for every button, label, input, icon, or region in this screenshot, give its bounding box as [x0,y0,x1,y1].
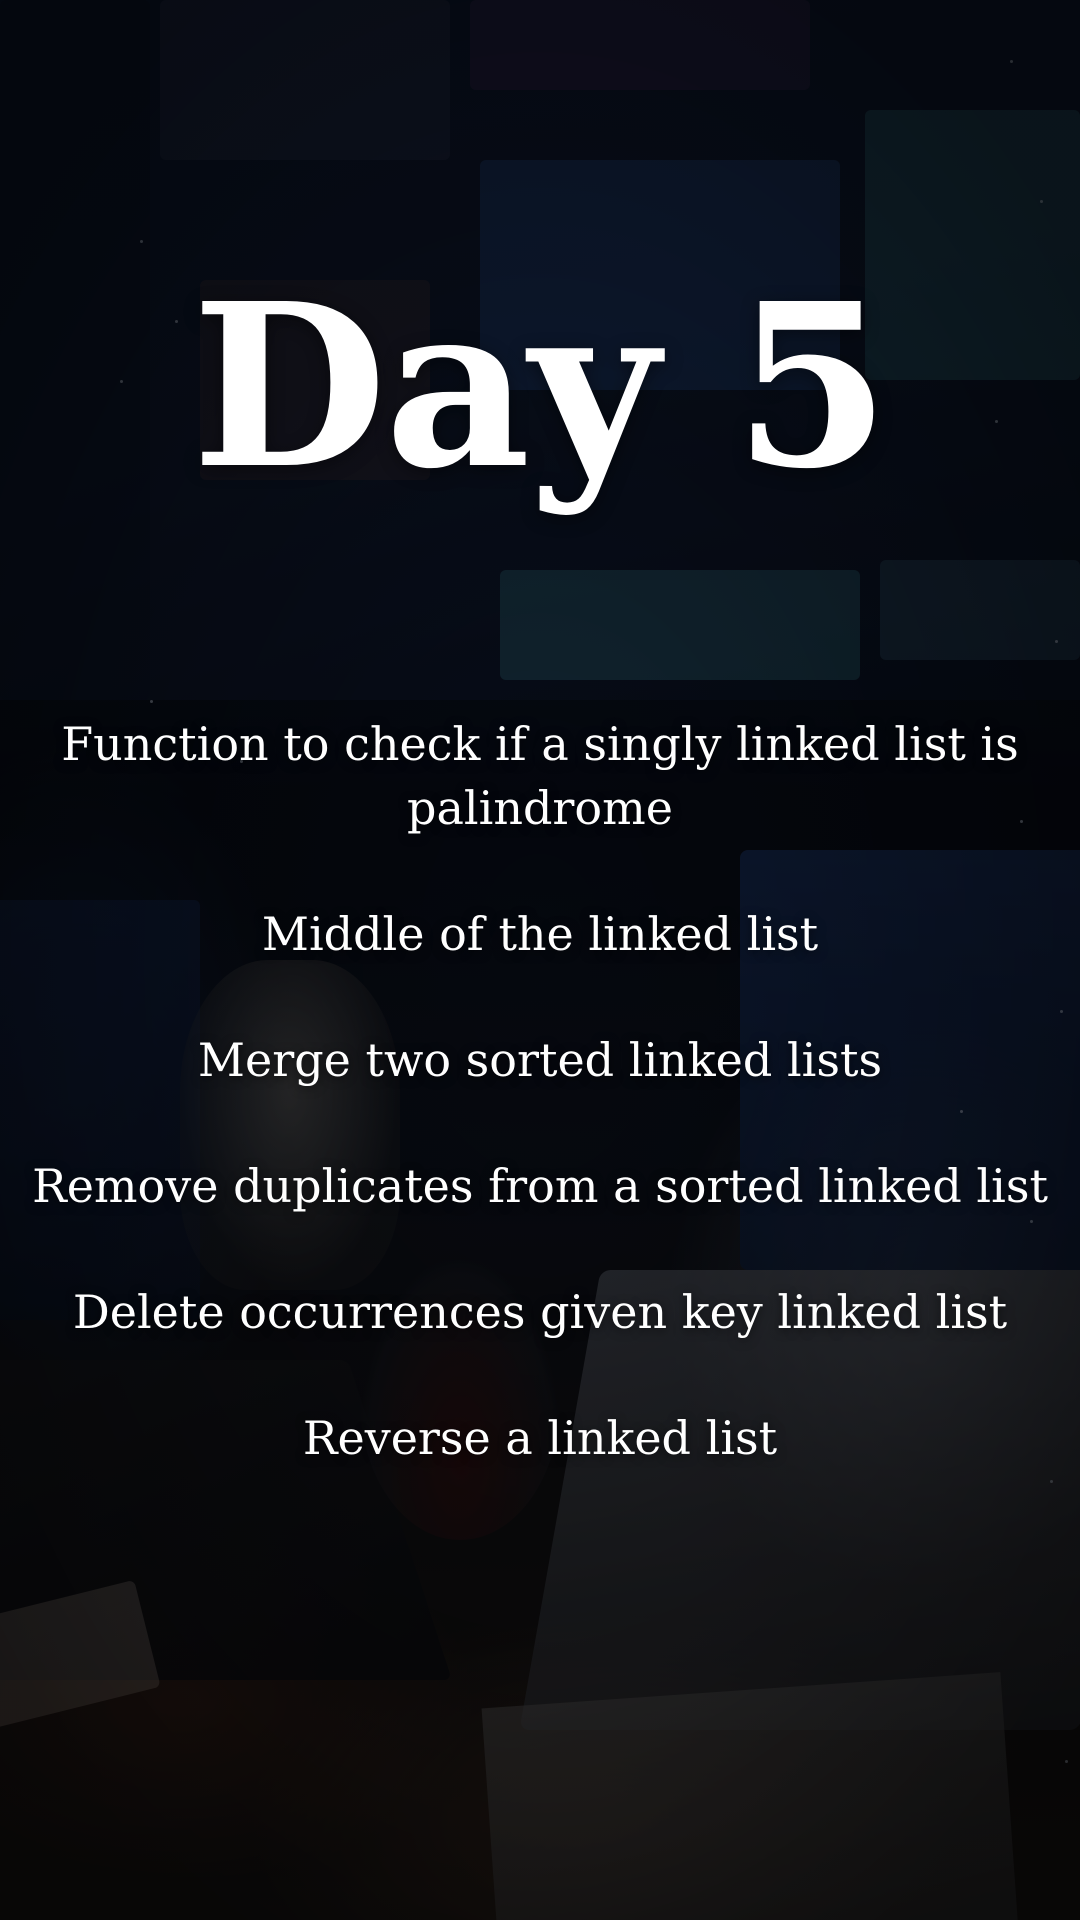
page-title: Day 5 [0,275,1080,500]
topic-item: Reverse a linked list [20,1406,1060,1470]
topic-list: Function to check if a singly linked lis… [20,712,1060,1532]
topic-item: Delete occurrences given key linked list [20,1280,1060,1344]
topic-item: Remove duplicates from a sorted linked l… [20,1154,1060,1218]
topic-item: Middle of the linked list [20,902,1060,966]
topic-item: Function to check if a singly linked lis… [20,712,1060,840]
topic-item: Merge two sorted linked lists [20,1028,1060,1092]
